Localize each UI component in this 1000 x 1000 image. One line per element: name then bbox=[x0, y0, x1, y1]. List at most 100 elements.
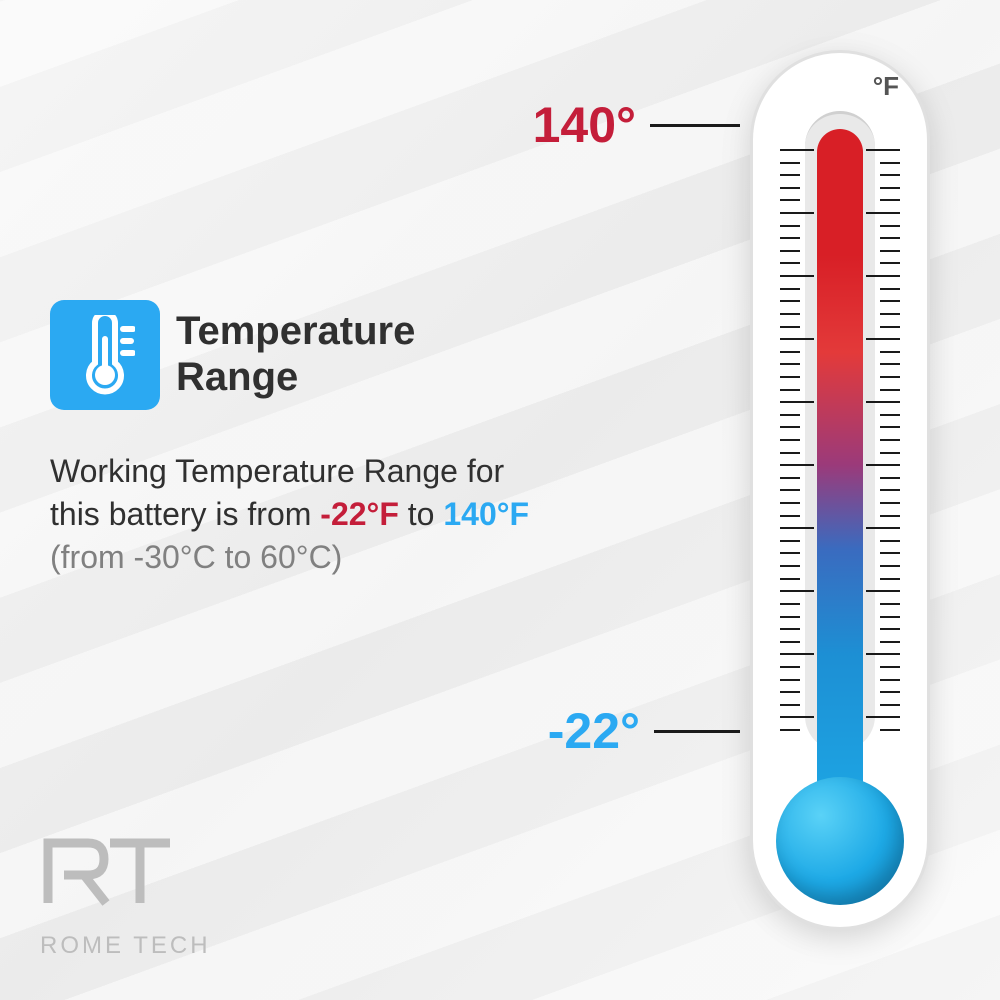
tick-mark bbox=[780, 414, 800, 416]
tick-mark bbox=[780, 691, 800, 693]
tick-mark bbox=[880, 641, 900, 643]
tick-mark bbox=[880, 729, 900, 731]
tick-mark bbox=[880, 628, 900, 630]
tick-mark bbox=[866, 401, 900, 403]
tick-mark bbox=[780, 540, 800, 542]
tick-mark bbox=[880, 578, 900, 580]
tick-mark bbox=[880, 187, 900, 189]
tick-mark bbox=[780, 363, 800, 365]
tick-mark bbox=[880, 691, 900, 693]
brand-logo: ROME TECH bbox=[40, 833, 211, 960]
tick-mark bbox=[780, 300, 800, 302]
low-temp-leader-line bbox=[654, 730, 740, 733]
tick-mark bbox=[880, 376, 900, 378]
tick-mark bbox=[780, 376, 800, 378]
tick-mark bbox=[780, 616, 800, 618]
tick-mark bbox=[780, 237, 800, 239]
tick-mark bbox=[780, 552, 800, 554]
tick-mark bbox=[880, 666, 900, 668]
logo-mark-icon bbox=[40, 833, 190, 923]
tick-mark bbox=[880, 489, 900, 491]
tick-mark bbox=[880, 540, 900, 542]
tick-mark bbox=[880, 351, 900, 353]
tick-mark bbox=[880, 300, 900, 302]
tick-mark bbox=[780, 199, 800, 201]
tick-mark bbox=[780, 729, 800, 731]
tick-mark bbox=[880, 162, 900, 164]
tick-mark bbox=[780, 653, 814, 655]
desc-high-temp: 140°F bbox=[443, 496, 529, 532]
high-temp-value: 140° bbox=[533, 96, 636, 154]
tick-mark bbox=[780, 313, 800, 315]
tick-mark bbox=[780, 426, 800, 428]
tick-mark bbox=[780, 464, 814, 466]
tick-mark bbox=[880, 515, 900, 517]
tick-mark bbox=[780, 439, 800, 441]
tick-mark bbox=[880, 326, 900, 328]
description: Working Temperature Range for this batte… bbox=[50, 450, 530, 580]
tick-mark bbox=[780, 162, 800, 164]
tick-mark bbox=[780, 174, 800, 176]
tick-mark bbox=[880, 262, 900, 264]
tick-mark bbox=[780, 452, 800, 454]
tick-mark bbox=[880, 199, 900, 201]
desc-celsius: (from -30°C to 60°C) bbox=[50, 539, 342, 575]
tick-mark bbox=[880, 502, 900, 504]
tick-mark bbox=[780, 389, 800, 391]
tick-mark bbox=[780, 262, 800, 264]
tick-mark bbox=[880, 565, 900, 567]
tick-mark bbox=[780, 275, 814, 277]
heading-text: TemperatureRange bbox=[176, 309, 415, 399]
tick-mark bbox=[780, 288, 800, 290]
tick-mark bbox=[780, 666, 800, 668]
unit-label: °F bbox=[873, 71, 899, 102]
tick-mark bbox=[880, 439, 900, 441]
tick-mark bbox=[780, 477, 800, 479]
tick-mark bbox=[880, 477, 900, 479]
thermometer: °F bbox=[720, 50, 950, 950]
heading: TemperatureRange bbox=[176, 308, 415, 400]
tick-mark bbox=[866, 275, 900, 277]
tick-mark bbox=[780, 250, 800, 252]
logo-text: ROME TECH bbox=[40, 932, 211, 960]
tick-mark bbox=[780, 515, 800, 517]
tick-mark bbox=[880, 250, 900, 252]
tick-mark bbox=[780, 149, 814, 151]
tick-mark bbox=[780, 641, 800, 643]
tick-mark bbox=[780, 527, 814, 529]
tick-mark bbox=[866, 716, 900, 718]
high-temp-label: 140° bbox=[533, 96, 740, 154]
high-temp-leader-line bbox=[650, 124, 740, 127]
thermometer-icon bbox=[75, 315, 135, 395]
low-temp-label: -22° bbox=[548, 702, 740, 760]
thermometer-bulb bbox=[776, 777, 904, 905]
tick-mark bbox=[866, 590, 900, 592]
tick-mark bbox=[780, 704, 800, 706]
tick-mark bbox=[880, 363, 900, 365]
tick-mark bbox=[780, 351, 800, 353]
tick-mark bbox=[866, 149, 900, 151]
tick-mark bbox=[780, 716, 814, 718]
tick-mark bbox=[866, 464, 900, 466]
tick-mark bbox=[780, 212, 814, 214]
tick-mark bbox=[880, 426, 900, 428]
tick-mark bbox=[880, 552, 900, 554]
tick-mark bbox=[780, 628, 800, 630]
tick-mark bbox=[780, 187, 800, 189]
tick-mark bbox=[880, 313, 900, 315]
tick-mark bbox=[866, 212, 900, 214]
tick-mark bbox=[880, 603, 900, 605]
tick-mark bbox=[780, 502, 800, 504]
tick-mark bbox=[780, 489, 800, 491]
thermometer-body: °F bbox=[750, 50, 930, 930]
tick-mark bbox=[866, 338, 900, 340]
tick-mark bbox=[880, 616, 900, 618]
tick-mark bbox=[880, 225, 900, 227]
tick-mark bbox=[866, 527, 900, 529]
low-temp-value: -22° bbox=[548, 702, 640, 760]
thermometer-ticks bbox=[780, 149, 900, 729]
tick-mark bbox=[880, 237, 900, 239]
tick-mark bbox=[880, 679, 900, 681]
desc-low-temp: -22°F bbox=[320, 496, 399, 532]
tick-mark bbox=[880, 704, 900, 706]
